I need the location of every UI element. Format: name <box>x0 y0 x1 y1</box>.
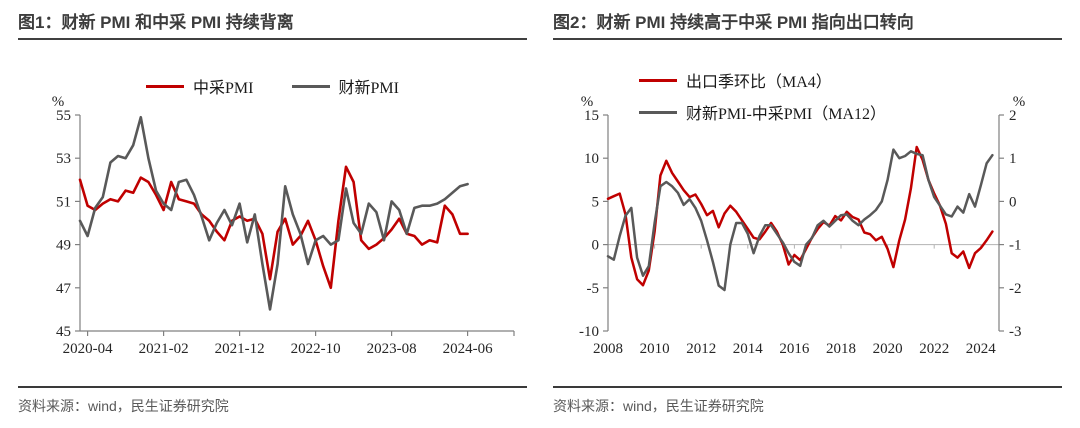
x-tick-label: 2008 <box>593 341 623 357</box>
figure2-legend: 出口季环比（MA4） 财新PMI-中采PMI（MA12） <box>639 68 886 124</box>
x-tick-label: 2021-02 <box>139 341 189 357</box>
figure2-plot: 2008 2010 2012 2014 2016 2018 2020 2022 20241510… <box>579 95 1026 357</box>
source-text: 资料来源：wind，民生证券研究院 <box>18 398 229 414</box>
legend-item: 财新PMI-中采PMI（MA12） <box>639 100 886 124</box>
figure1-plot: 55 53 51 49 47 45% 2020-04 2021-02 2021-12 2022-1… <box>52 95 515 357</box>
right-y-tick-label: 1 <box>1009 151 1017 167</box>
figure1-chart-area: 中采PMI 财新PMI 55 53 51 49 47 45% 2020-04 2021-02 20… <box>18 40 527 386</box>
x-tick-label: 2023-08 <box>367 341 417 357</box>
legend-item: 中采PMI <box>146 74 254 98</box>
x-tick-label: 2021-12 <box>215 341 265 357</box>
legend-label: 财新PMI-中采PMI（MA12） <box>686 106 887 123</box>
series-line-财新PMI <box>78 115 469 311</box>
y-tick-label: 45 <box>56 324 71 340</box>
left-y-tick-label: 0 <box>592 238 600 254</box>
left-y-tick-label: 10 <box>584 151 599 167</box>
x-tick-label: 2016 <box>779 341 810 357</box>
legend-label: 中采PMI <box>193 80 254 97</box>
left-y-tick-label: 5 <box>592 194 600 210</box>
y-tick-label: 55 <box>56 108 71 124</box>
source-text: 资料来源：wind，民生证券研究院 <box>553 398 764 414</box>
x-tick-label: 2010 <box>640 341 670 357</box>
x-tick-label: 2020-04 <box>63 341 113 357</box>
y-tick-label: 51 <box>56 194 71 210</box>
legend-swatch-line <box>291 84 330 88</box>
left-y-tick-label: 15 <box>584 108 599 124</box>
x-tick-label: 2018 <box>826 341 856 357</box>
figure1-panel: 图1：财新 PMI 和中采 PMI 持续背离 中采PMI 财新PMI 55 53 51… <box>18 12 527 416</box>
right-y-tick-label: 2 <box>1009 108 1017 124</box>
legend-label: 出口季环比（MA4） <box>686 74 832 91</box>
y-axis-unit-label: % <box>52 95 65 110</box>
right-y-tick-label: -1 <box>1009 238 1022 254</box>
legend-label: 财新PMI <box>338 80 399 97</box>
figure2-title: 图2：财新 PMI 持续高于中采 PMI 指向出口转向 <box>553 12 1062 40</box>
x-tick-label: 2024-06 <box>443 341 493 357</box>
x-tick-label: 2022 <box>919 341 949 357</box>
legend-swatch-line <box>146 84 185 88</box>
y-tick-label: 49 <box>56 238 71 254</box>
figure1-source: 资料来源：wind，民生证券研究院 <box>18 386 527 416</box>
right-y-tick-label: 0 <box>1009 194 1017 210</box>
legend-item: 出口季环比（MA4） <box>639 68 832 92</box>
x-tick-label: 2024 <box>966 341 997 357</box>
right-y-axis-unit-label: % <box>1013 95 1026 110</box>
x-tick-label: 2022-10 <box>291 341 341 357</box>
report-figures-panel: 图1：财新 PMI 和中采 PMI 持续背离 中采PMI 财新PMI 55 53 51… <box>18 12 1062 416</box>
series-line-财新PMI-中采PMI（MA12） <box>606 148 994 292</box>
left-y-tick-label: -10 <box>579 324 599 340</box>
figure1-legend: 中采PMI 财新PMI <box>18 74 527 98</box>
figure2-panel: 图2：财新 PMI 持续高于中采 PMI 指向出口转向 出口季环比（MA4） 财新… <box>553 12 1062 416</box>
figure2-source: 资料来源：wind，民生证券研究院 <box>553 386 1062 416</box>
x-tick-label: 2020 <box>873 341 903 357</box>
x-tick-label: 2012 <box>686 341 716 357</box>
y-tick-label: 47 <box>56 281 72 297</box>
left-y-tick-label: -5 <box>587 281 600 297</box>
right-y-tick-label: -3 <box>1009 324 1022 340</box>
figure1-title: 图1：财新 PMI 和中采 PMI 持续背离 <box>18 12 527 40</box>
legend-item: 财新PMI <box>291 74 399 98</box>
y-tick-label: 53 <box>56 151 71 167</box>
x-tick-label: 2014 <box>733 341 764 357</box>
figure2-chart-area: 出口季环比（MA4） 财新PMI-中采PMI（MA12） 2008 2010 2012… <box>553 40 1062 386</box>
series-line-中采PMI <box>78 165 469 290</box>
right-y-tick-label: -2 <box>1009 281 1022 297</box>
left-y-axis-unit-label: % <box>581 95 594 110</box>
legend-swatch-line <box>639 110 677 114</box>
legend-swatch-line <box>639 78 677 82</box>
